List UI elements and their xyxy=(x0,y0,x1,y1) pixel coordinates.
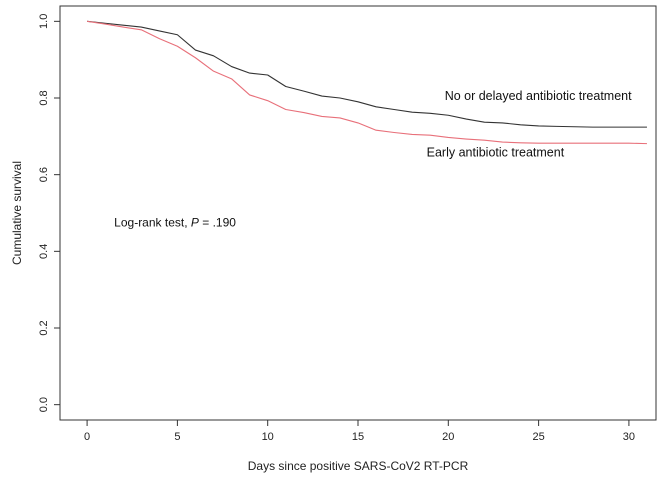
log-rank-annotation: Log-rank test, P = .190 xyxy=(114,215,236,229)
series-line-no-or-delayed-treatment xyxy=(87,20,647,128)
y-tick-label-3: 0.6 xyxy=(38,167,50,182)
x-tick-label-15: 15 xyxy=(352,431,364,443)
series-label-no-or-delayed-treatment: No or delayed antibiotic treatment xyxy=(445,89,632,103)
y-tick-label-4: 0.8 xyxy=(38,90,50,105)
y-tick-label-2: 0.4 xyxy=(38,244,50,259)
y-axis-title: Cumulative survival xyxy=(10,161,24,265)
labels-layer: No or delayed antibiotic treatment Early … xyxy=(114,89,632,230)
series-label-early-treatment: Early antibiotic treatment xyxy=(427,146,565,160)
y-tick-label-0: 0.0 xyxy=(38,397,50,412)
series-line-early-treatment xyxy=(87,20,647,145)
x-tick-label-20: 20 xyxy=(442,431,454,443)
series-lines xyxy=(87,20,647,145)
x-tick-label-10: 10 xyxy=(262,431,274,443)
x-axis-title: Days since positive SARS-CoV2 RT-PCR xyxy=(248,459,469,473)
x-tick-label-0: 0 xyxy=(84,431,90,443)
x-tick-label-30: 30 xyxy=(623,431,635,443)
y-tick-label-1: 0.2 xyxy=(38,320,50,335)
plot-frame xyxy=(59,5,657,421)
x-tick-label-25: 25 xyxy=(532,431,544,443)
y-tick-label-5: 1.0 xyxy=(38,14,50,29)
x-tick-label-5: 5 xyxy=(174,431,180,443)
axis-ticks: 0 5 10 15 20 25 30 0.0 0.2 0.4 0.6 0.8 1.0 xyxy=(38,14,635,443)
